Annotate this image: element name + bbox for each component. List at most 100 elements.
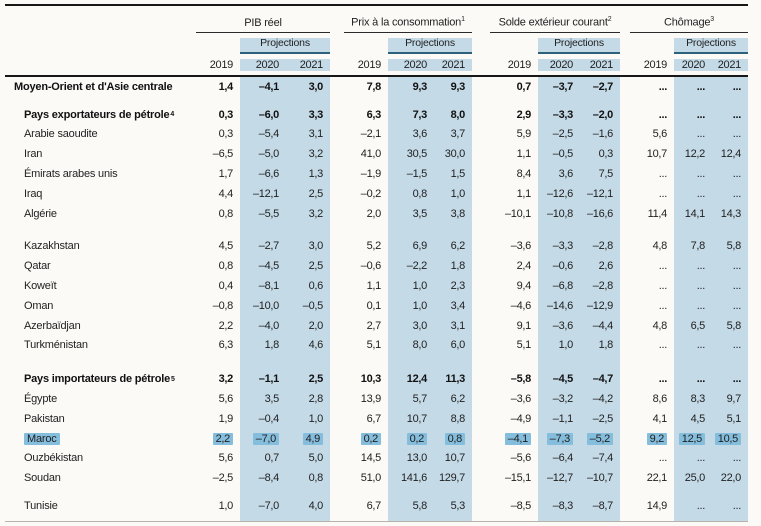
value-cell <box>630 516 674 521</box>
footnote-marker: 1 <box>461 16 465 24</box>
value-cell: 2,5 <box>286 369 330 390</box>
value-cell: –1,1 <box>240 369 286 390</box>
value-cell: 12,5 <box>674 428 712 449</box>
value-cell: 30,0 <box>434 144 472 165</box>
value-cell: 12,2 <box>674 144 712 165</box>
projections-header-row: Projections Projections Projections Proj… <box>5 33 748 54</box>
value-cell: 0,1 <box>366 299 382 312</box>
value-cell: 10,7 <box>388 408 434 429</box>
value-cell: –7,3 <box>538 428 580 449</box>
row-label <box>5 516 196 521</box>
value-cell: 5,8 <box>388 496 434 516</box>
value-cell: 1,1 <box>516 148 532 161</box>
gap-cell <box>472 125 490 145</box>
gap-cell <box>620 316 630 336</box>
value-cell: 8,8 <box>434 408 472 429</box>
gap-cell <box>472 296 490 316</box>
value-cell: ... <box>658 80 668 93</box>
column-group-solde: Solde extérieur courant2 <box>490 14 620 33</box>
value-cell: 9,7 <box>712 389 748 409</box>
value-cell: ... <box>674 448 712 469</box>
gap-cell <box>330 144 344 164</box>
value-cell <box>712 96 748 105</box>
gap-cell <box>472 316 490 336</box>
value-cell: –5,0 <box>240 144 286 165</box>
value-cell: ... <box>712 335 748 356</box>
footnote-marker: 2 <box>607 16 612 24</box>
value-cell: 8,0 <box>388 335 434 356</box>
value-cell: 3,3 <box>286 104 330 125</box>
value-cell: 0,3 <box>218 128 234 141</box>
row-label: Soudan <box>24 472 61 485</box>
value-cell: 1,0 <box>286 408 330 429</box>
value-cell <box>344 224 388 237</box>
value-cell: –4,1 <box>240 77 286 97</box>
row-label <box>5 224 196 237</box>
bottom-rule <box>5 520 748 522</box>
value-cell: –1,1 <box>538 408 580 429</box>
row-label: Tunisie <box>24 500 58 513</box>
table-row: Iran –6,5 –5,0 3,2 41,0 30,5 30,0 1,1 –0,5 0,3 10,… <box>5 144 748 165</box>
value-cell: 1,3 <box>286 164 330 184</box>
value-cell: 2,2 <box>196 429 240 449</box>
value-cell: –5,8 <box>510 373 532 386</box>
gap-cell <box>330 389 344 409</box>
value-cell: –6,0 <box>240 104 286 125</box>
row-label: Moyen-Orient et d'Asie centrale <box>14 80 173 93</box>
value-cell: –0,4 <box>240 408 286 429</box>
value-cell: ... <box>658 260 668 273</box>
value-cell: –2,8 <box>580 236 620 257</box>
footnote-marker: 3 <box>710 16 714 24</box>
value-cell: 3,0 <box>286 236 330 257</box>
value-cell <box>240 488 286 497</box>
value-cell <box>286 96 330 105</box>
projections-header: Projections <box>538 38 620 54</box>
value-cell: 10,5 <box>712 428 748 449</box>
row-label <box>5 488 196 496</box>
gap-cell <box>330 488 344 496</box>
value-cell: 9,3 <box>388 77 434 97</box>
value-cell <box>490 224 538 237</box>
value-cell <box>674 488 712 497</box>
value-cell: ... <box>712 124 748 145</box>
gap-cell <box>472 496 490 516</box>
value-cell <box>388 223 434 237</box>
table-row: Kazakhstan 4,5 –2,7 3,0 5,2 6,9 6,2 –3,6 –3,3 –2,… <box>5 236 748 257</box>
gap-cell <box>620 144 630 164</box>
projections-header: Projections <box>388 38 472 54</box>
row-label <box>5 355 196 369</box>
value-cell <box>712 488 748 497</box>
value-cell: ... <box>658 299 668 312</box>
table-row: Turkménistan 6,3 1,8 4,6 5,1 8,0 6,0 5,1 1,0 1,8.… <box>5 335 748 356</box>
year-header: 2020 <box>538 58 580 71</box>
table-row: Oman –0,8 –10,0 –0,5 0,1 1,0 3,4 –4,6 –14,6 –12,9… <box>5 295 748 316</box>
spacer-row <box>5 355 748 370</box>
value-cell: 2,6 <box>580 256 620 277</box>
footnote-marker: 4 <box>170 111 175 119</box>
value-cell: –16,6 <box>580 203 620 224</box>
value-cell: 1,7 <box>218 168 234 181</box>
value-cell: ... <box>674 104 712 125</box>
value-cell: –1,5 <box>388 164 434 184</box>
value-cell: ... <box>712 77 748 97</box>
value-cell: 1,9 <box>218 412 234 425</box>
gap-cell <box>472 97 490 105</box>
gap-cell <box>472 164 490 184</box>
value-cell <box>196 97 240 105</box>
value-cell: –8,5 <box>510 500 532 513</box>
column-group-label: Prix à la consommation <box>351 17 462 29</box>
value-cell: 0,3 <box>580 144 620 165</box>
value-cell <box>580 223 620 237</box>
value-cell: –2,8 <box>580 276 620 296</box>
gap-cell <box>472 369 490 389</box>
value-cell: 51,0 <box>360 472 382 485</box>
value-cell: 30,5 <box>388 144 434 165</box>
value-cell: 2,0 <box>286 315 330 336</box>
table-row: Pays importateurs de pétrole 5 3,2 –1,1 2,5 1… <box>5 369 748 390</box>
gap-cell <box>620 369 630 389</box>
value-cell: 8,0 <box>434 104 472 125</box>
value-cell: ... <box>712 104 748 125</box>
value-cell: ... <box>712 256 748 277</box>
value-cell: 1,0 <box>388 276 434 296</box>
gap-cell <box>330 224 344 237</box>
